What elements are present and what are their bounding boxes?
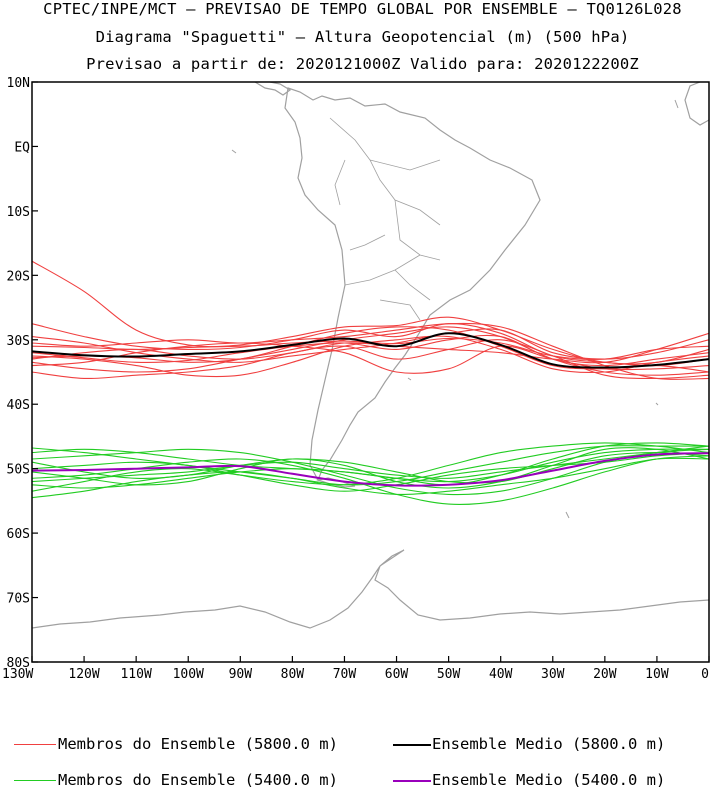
member-line-5800-4 <box>32 326 709 376</box>
y-tick-label: 20S <box>7 269 30 284</box>
member-line-5800-7 <box>32 328 709 363</box>
y-tick-label: 10S <box>7 205 30 220</box>
header-title-line-3: Previsao a partir de: 2020121000Z Valido… <box>86 55 639 73</box>
x-tick-label: 130W <box>2 667 33 682</box>
legend-label-mean-5400: Ensemble Medio (5400.0 m) <box>432 771 666 789</box>
member-line-5400-22 <box>32 445 709 483</box>
x-tick-label: 0 <box>701 667 709 682</box>
y-tick-label: 70S <box>7 592 30 607</box>
y-tick-label: 40S <box>7 398 30 413</box>
member-line-5400-21 <box>32 447 709 489</box>
x-tick-label: 110W <box>120 667 151 682</box>
west-africa-outline <box>684 82 709 126</box>
x-tick-label: 30W <box>541 667 565 682</box>
header-title-line-1: CPTEC/INPE/MCT – PREVISAO DE TEMPO GLOBA… <box>43 0 682 18</box>
mean-line-5800 <box>32 332 709 369</box>
south-america-outline <box>284 87 541 482</box>
legend-label-mean-5800: Ensemble Medio (5800.0 m) <box>432 735 666 753</box>
y-tick-label: 60S <box>7 527 30 542</box>
member-line-5400-17 <box>32 442 709 492</box>
member-line-5400-13 <box>32 448 709 496</box>
member-line-5800-5 <box>32 339 709 380</box>
member-line-5400-19 <box>32 452 709 484</box>
member-line-5800-10 <box>32 322 709 380</box>
member-line-5400-18 <box>32 457 709 499</box>
island-dots <box>231 99 679 519</box>
x-tick-label: 100W <box>173 667 204 682</box>
legend-swatch-mean-5400 <box>393 780 431 782</box>
header-title-line-2: Diagrama "Spaguetti" – Altura Geopotenci… <box>95 28 630 46</box>
y-tick-label: 10N <box>7 76 30 91</box>
y-tick-label: 50S <box>7 463 30 478</box>
antarctica-outline <box>32 549 709 629</box>
legend-swatch-mean-5800 <box>393 744 431 746</box>
legend-item-members-5400: Membros do Ensemble (5400.0 m) <box>14 771 338 789</box>
y-tick-label: EQ <box>14 140 30 155</box>
x-tick-label: 90W <box>229 667 253 682</box>
x-tick-label: 20W <box>593 667 617 682</box>
series-layer <box>32 260 709 505</box>
legend-item-members-5800: Membros do Ensemble (5800.0 m) <box>14 735 338 753</box>
x-tick-label: 40W <box>489 667 513 682</box>
member-line-5800-3 <box>32 334 709 367</box>
axis-layer: 130W 120W 110W 100W 90W 80W 70W 60W 50W 40W 30W 20W… <box>2 76 710 682</box>
legend-swatch-members-5800 <box>14 744 56 745</box>
mean-line-5400 <box>32 452 709 487</box>
legend-item-mean-5800: Ensemble Medio (5800.0 m) <box>393 735 665 753</box>
legend-swatch-members-5400 <box>14 780 56 781</box>
legend-item-mean-5400: Ensemble Medio (5400.0 m) <box>393 771 665 789</box>
x-tick-label: 80W <box>281 667 305 682</box>
x-tick-label: 120W <box>68 667 99 682</box>
member-line-5800-0 <box>32 260 709 360</box>
x-tick-label: 50W <box>437 667 461 682</box>
legend-label-members-5400: Membros do Ensemble (5400.0 m) <box>58 771 338 789</box>
member-line-5800-11 <box>32 326 709 373</box>
member-line-5400-20 <box>32 442 709 486</box>
legend-label-members-5800: Membros do Ensemble (5800.0 m) <box>58 735 338 753</box>
member-line-5800-9 <box>32 332 709 364</box>
member-line-5400-12 <box>32 445 709 486</box>
x-tick-label: 70W <box>333 667 357 682</box>
y-tick-label: 80S <box>7 656 30 671</box>
central-america-outline <box>254 82 292 96</box>
coastline-map <box>32 82 709 629</box>
member-line-5400-15 <box>32 455 709 505</box>
plot-frame <box>31 81 710 663</box>
country-borders <box>329 117 441 321</box>
x-tick-label: 60W <box>385 667 409 682</box>
y-tick-label: 30S <box>7 334 30 349</box>
x-tick-label: 10W <box>645 667 669 682</box>
